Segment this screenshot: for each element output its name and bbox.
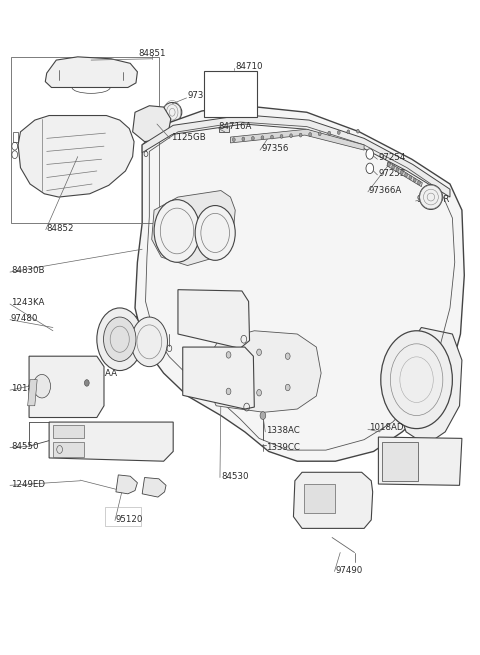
Text: 1339CC: 1339CC [266, 443, 300, 452]
Text: 97430E: 97430E [116, 353, 149, 362]
Text: 1243KA: 1243KA [11, 298, 44, 307]
Circle shape [257, 349, 262, 356]
Circle shape [232, 138, 235, 141]
Circle shape [381, 331, 452, 428]
Polygon shape [152, 191, 235, 265]
Polygon shape [18, 115, 134, 197]
Polygon shape [378, 437, 462, 485]
Text: 1338AC: 1338AC [266, 426, 300, 435]
Polygon shape [206, 331, 321, 412]
Text: 97385L: 97385L [188, 92, 220, 100]
Text: 97490: 97490 [336, 566, 363, 574]
Text: 84716A: 84716A [218, 122, 252, 131]
Bar [53, 442, 84, 457]
Text: 1018AD: 1018AD [11, 384, 46, 393]
Circle shape [366, 149, 373, 159]
Bar [304, 484, 336, 514]
Circle shape [405, 173, 408, 177]
Circle shape [392, 165, 395, 169]
Bar [53, 425, 84, 438]
Circle shape [337, 130, 340, 134]
Text: 1125GB: 1125GB [171, 132, 205, 141]
Circle shape [299, 133, 302, 137]
Text: 97403: 97403 [111, 316, 139, 326]
Polygon shape [293, 472, 372, 529]
Circle shape [409, 176, 412, 179]
Circle shape [260, 411, 266, 419]
Circle shape [271, 135, 274, 139]
Text: 97480: 97480 [11, 314, 38, 323]
Polygon shape [230, 129, 364, 150]
Circle shape [84, 380, 89, 386]
Polygon shape [132, 105, 171, 141]
Circle shape [104, 317, 136, 362]
Polygon shape [45, 57, 137, 88]
Polygon shape [49, 422, 173, 461]
Circle shape [413, 178, 416, 182]
Circle shape [280, 134, 283, 138]
Bar [204, 71, 257, 117]
Text: 84710: 84710 [235, 62, 263, 71]
Text: 97366A: 97366A [369, 186, 402, 195]
Text: 97253: 97253 [378, 169, 406, 178]
Polygon shape [387, 162, 422, 187]
Text: 95120: 95120 [116, 515, 144, 524]
Text: 1018AD: 1018AD [369, 423, 403, 432]
Circle shape [34, 375, 50, 398]
Text: 84830B: 84830B [11, 266, 45, 274]
Bar [219, 120, 228, 132]
Text: 1249ED: 1249ED [11, 479, 45, 489]
Text: 84550: 84550 [11, 441, 38, 451]
Circle shape [309, 132, 312, 136]
Text: 1249EE: 1249EE [424, 449, 456, 458]
Text: 97455: 97455 [326, 507, 353, 516]
Text: 84852: 84852 [47, 224, 74, 233]
Circle shape [226, 388, 231, 395]
Polygon shape [29, 356, 104, 417]
Circle shape [357, 129, 360, 133]
Text: 97385R: 97385R [417, 195, 450, 204]
Text: 84530: 84530 [221, 472, 249, 481]
Text: 84851: 84851 [138, 49, 166, 58]
Polygon shape [142, 115, 450, 197]
Polygon shape [178, 290, 250, 348]
Circle shape [97, 308, 143, 371]
Circle shape [387, 162, 390, 166]
Text: 1031AA: 1031AA [83, 369, 117, 378]
Ellipse shape [163, 102, 182, 122]
Circle shape [289, 134, 292, 138]
Bar [106, 507, 141, 527]
Circle shape [366, 163, 373, 174]
Text: 97254: 97254 [378, 153, 406, 162]
Circle shape [154, 200, 200, 262]
Text: 84551: 84551 [66, 441, 93, 451]
Polygon shape [116, 475, 137, 494]
Circle shape [226, 352, 231, 358]
Ellipse shape [420, 185, 443, 210]
Text: 97356: 97356 [262, 144, 289, 153]
Circle shape [131, 317, 168, 367]
Text: 1125GB: 1125GB [188, 301, 222, 310]
Polygon shape [397, 328, 462, 445]
Polygon shape [183, 347, 254, 409]
Circle shape [285, 353, 290, 360]
Circle shape [242, 137, 245, 141]
Circle shape [418, 181, 420, 185]
Circle shape [252, 136, 254, 140]
Circle shape [285, 384, 290, 391]
Circle shape [347, 130, 350, 134]
Polygon shape [28, 380, 37, 405]
Circle shape [328, 131, 331, 135]
Bar [11, 57, 159, 223]
Circle shape [396, 168, 399, 172]
Circle shape [400, 170, 403, 174]
Circle shape [318, 132, 321, 136]
Circle shape [257, 390, 262, 396]
Bar [382, 442, 418, 481]
Circle shape [261, 136, 264, 140]
Polygon shape [135, 105, 464, 461]
Circle shape [195, 206, 235, 260]
Polygon shape [142, 477, 166, 497]
